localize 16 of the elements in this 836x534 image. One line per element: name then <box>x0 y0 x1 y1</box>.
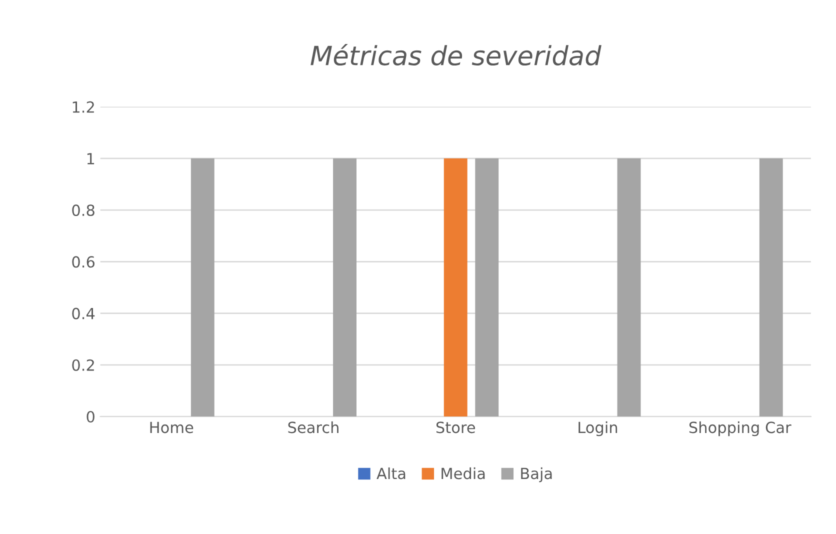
legend-label: Media <box>442 467 485 480</box>
x-tick-label: Shopping Car <box>689 421 792 436</box>
y-tick-label: 0.8 <box>72 204 94 216</box>
legend-label: Baja <box>521 467 552 482</box>
x-tick-label: Search <box>288 421 338 434</box>
y-tick-label: 1.2 <box>72 101 94 113</box>
x-tick-label: Store <box>436 422 475 434</box>
chart-title: Métricas de severidad <box>310 44 602 66</box>
legend-label: Alta <box>376 467 406 480</box>
y-tick-label: 0 <box>86 410 94 423</box>
y-tick-label: 0.6 <box>72 256 94 268</box>
y-tick-label: 1 <box>87 153 94 164</box>
y-tick-label: 0.4 <box>72 308 95 320</box>
x-tick-label: Login <box>578 421 618 436</box>
x-tick-label: Home <box>150 422 194 434</box>
y-tick-label: 0.2 <box>72 359 94 371</box>
